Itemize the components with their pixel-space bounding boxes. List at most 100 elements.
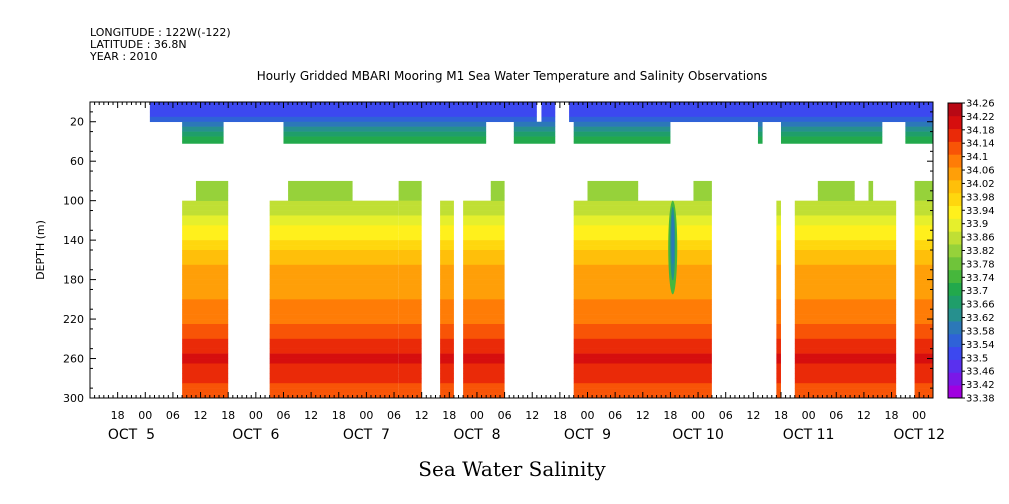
deep-band-3	[440, 348, 454, 354]
deep-band-0	[182, 383, 229, 389]
surface-band-2	[569, 111, 933, 118]
deep-band-1	[269, 215, 399, 221]
deep-band-2	[398, 324, 422, 330]
deep-band-3	[440, 319, 454, 325]
deep-step-1	[288, 190, 353, 197]
deep-band-8	[914, 259, 933, 266]
deep-band-6	[776, 358, 781, 364]
colorbar-swatch-18	[948, 154, 962, 168]
deep-band-3	[440, 353, 454, 359]
deep-band-3	[440, 205, 454, 211]
deep-band-7	[794, 324, 897, 330]
deep-band-2	[398, 205, 422, 211]
deep-band-2	[398, 368, 422, 374]
deep-band-2	[398, 393, 422, 398]
deep-band-8	[914, 240, 933, 246]
deep-band-6	[776, 348, 781, 354]
deep-band-2	[398, 373, 422, 379]
deep-band-5	[573, 338, 712, 345]
deep-band-8	[914, 289, 933, 295]
surface-band-1	[541, 116, 556, 123]
deep-band-5	[573, 230, 712, 236]
deep-band-4	[463, 220, 505, 226]
deep-band-0	[182, 220, 229, 226]
deep-band-4	[463, 284, 505, 290]
upper-band-2	[513, 121, 556, 127]
deep-band-5	[573, 279, 712, 285]
deep-band-5	[573, 205, 712, 211]
deep-band-4	[463, 368, 505, 374]
deep-band-1	[269, 353, 399, 359]
deep-band-1	[269, 279, 399, 285]
longitude-label: LONGITUDE : 122W(-122)	[90, 26, 231, 39]
upper-band-4	[757, 126, 763, 132]
deep-band-6	[776, 324, 781, 330]
x-day-label-0: OCT 5	[108, 427, 155, 443]
deep-band-7	[794, 338, 897, 345]
colorbar-swatch-15	[948, 192, 962, 207]
upper-band-1	[283, 141, 487, 144]
deep-band-3	[440, 328, 454, 335]
deep-band-1	[269, 348, 399, 354]
deep-band-2	[398, 289, 422, 295]
deep-band-5	[573, 378, 712, 384]
deep-band-0	[182, 348, 229, 354]
y-tick-label-6: 260	[63, 353, 84, 366]
deep-band-5	[573, 314, 712, 320]
deep-band-5	[573, 235, 712, 241]
deep-band-3	[440, 274, 454, 280]
deep-band-2	[398, 294, 422, 300]
deep-band-4	[463, 333, 505, 340]
deep-band-6	[776, 299, 781, 305]
deep-band-4	[463, 353, 505, 359]
deep-band-5	[573, 254, 712, 261]
deep-band-4	[463, 358, 505, 364]
deep-band-7	[794, 230, 897, 236]
deep-band-6	[776, 319, 781, 325]
deep-band-6	[776, 274, 781, 280]
deep-band-1	[269, 383, 399, 389]
upper-band-0	[182, 126, 224, 132]
deep-band-7	[794, 274, 897, 280]
colorbar-swatch-10	[948, 256, 962, 271]
deep-band-6	[776, 368, 781, 374]
deep-band-8	[914, 328, 933, 335]
deep-band-7	[794, 368, 897, 374]
deep-band-3	[440, 230, 454, 236]
surface-band-1	[541, 111, 556, 118]
deep-step2-5	[693, 185, 712, 192]
x-hour-label-15: 12	[525, 409, 539, 422]
colorbar-label-17: 34.06	[966, 166, 995, 177]
colorbar-label-19: 34.14	[966, 139, 995, 150]
colorbar-label-8: 33.7	[966, 286, 988, 297]
deep-band-7	[794, 373, 897, 379]
upper-band-2	[513, 141, 556, 144]
deep-band-2	[398, 363, 422, 369]
plot-area	[149, 102, 933, 398]
deep-band-8	[914, 319, 933, 325]
deep-band-7	[794, 235, 897, 241]
deep-band-6	[776, 333, 781, 340]
deep-band-4	[463, 378, 505, 384]
deep-band-5	[573, 200, 712, 206]
deep-band-8	[914, 348, 933, 354]
deep-band-0	[182, 259, 229, 266]
deep-band-7	[794, 343, 897, 349]
upper-band-6	[905, 141, 933, 144]
deep-band-1	[269, 264, 399, 271]
deep-band-2	[398, 378, 422, 384]
deep-band-4	[463, 328, 505, 335]
upper-band-1	[283, 121, 487, 127]
colorbar-swatch-13	[948, 218, 962, 232]
deep-band-1	[269, 289, 399, 295]
colorbar-label-22: 34.26	[966, 99, 995, 110]
deep-band-6	[776, 259, 781, 266]
deep-band-6	[776, 314, 781, 320]
deep-band-3	[440, 378, 454, 384]
deep-band-4	[463, 250, 505, 256]
colorbar-label-20: 34.18	[966, 125, 995, 136]
x-hour-label-7: 12	[304, 409, 318, 422]
deep-band-5	[573, 269, 712, 275]
deep-band-3	[440, 393, 454, 398]
deep-band-1	[269, 363, 399, 369]
